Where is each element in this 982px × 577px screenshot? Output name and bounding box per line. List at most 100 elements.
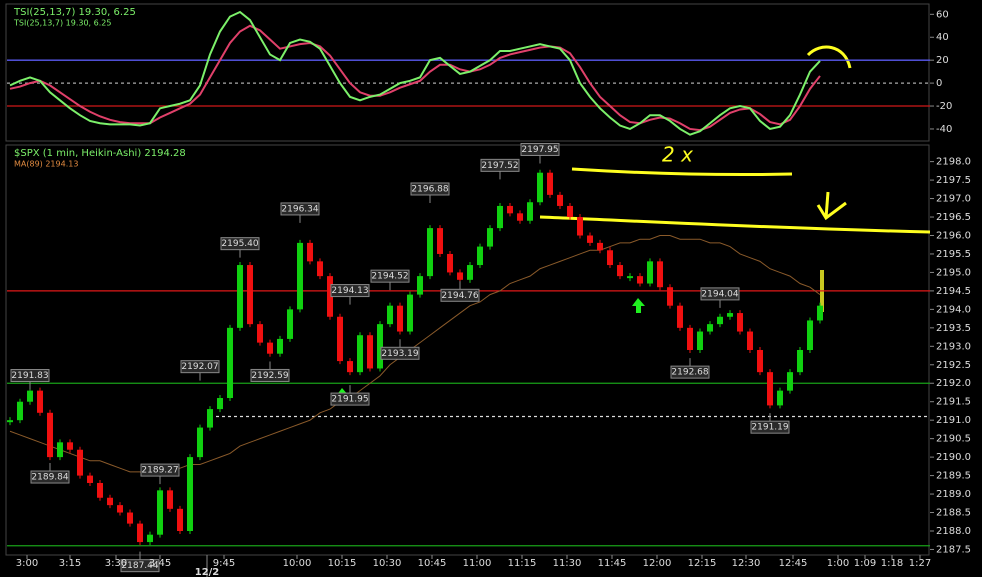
annotation-label: 2191.83 [11,371,48,381]
x-tick-label: 3:15 [59,558,81,569]
candle [557,194,563,206]
annotation-box [140,463,180,477]
y-tick-label: -40 [936,124,952,135]
y-tick-label: 2196.5 [936,212,971,223]
annotation-box [220,237,260,251]
candle [567,205,573,218]
annotation-box [330,392,370,406]
candle [277,338,283,354]
y-tick-label: 40 [936,32,949,43]
legend-entry: MA(89) 2194.13 [14,160,78,169]
x-tick-label: 10:15 [328,558,357,569]
candle [757,350,763,373]
candle [577,217,583,236]
candle [617,265,623,277]
y-tick-label: 2191.0 [936,415,971,426]
x-tick-label: 11:45 [598,558,627,569]
candle [777,390,783,406]
candle [117,505,123,513]
candle [637,276,643,284]
drawn-line [571,167,793,177]
candle [357,335,363,373]
legend-entry: TSI(25,13,7) 19.30, 6.25 [13,7,136,18]
candle [497,205,503,229]
candle [347,361,353,373]
y-tick-label: 2198.0 [936,157,971,168]
y-tick-label: 2194.5 [936,286,971,297]
annotation-label: 2193.19 [381,349,418,359]
tsi-line [9,24,821,132]
annotation-label: 2191.95 [331,395,368,405]
candle [797,350,803,373]
candle [717,316,723,325]
date-label: 12/2 [195,567,220,577]
y-tick-label: 2189.0 [936,489,971,500]
x-tick-label: 3:30 [105,558,127,569]
candle [127,512,133,524]
legend-entry: $SPX (1 min, Heikin-Ashi) 2194.28 [14,148,186,159]
candle [367,335,373,369]
candle [427,228,433,277]
candle [597,242,603,251]
candle [507,205,513,214]
candle [187,457,193,531]
x-tick-label: 12:30 [732,558,761,569]
annotation-box [30,470,70,484]
candle [197,427,203,458]
x-tick-label: 10:45 [418,558,447,569]
x-tick-label: 12:15 [688,558,717,569]
candle [257,324,263,343]
annotation-label: 2194.76 [441,291,478,301]
y-tick-label: 2197.0 [936,194,971,205]
candle [287,309,293,339]
candle [17,401,23,421]
candle [157,490,163,535]
candle [447,253,453,273]
y-tick-label: 2190.5 [936,434,971,445]
candle [607,250,613,266]
annotation-label: 2192.07 [181,362,218,372]
annotation-label: 2189.84 [31,473,68,483]
candle [387,305,393,325]
annotation-label: 2187.44 [121,561,158,571]
candle [407,294,413,332]
y-tick-label: 2187.5 [936,544,971,555]
drawn-note: 2 x [662,143,693,167]
annotation-box [380,346,420,360]
candle [667,287,673,306]
drawn-line [539,215,931,234]
y-tick-label: 2194.0 [936,304,971,315]
candle [787,372,793,391]
candle [687,327,693,350]
price-panel [5,144,930,556]
candle [377,324,383,369]
candle [807,320,813,350]
candle [817,305,823,321]
candle [27,390,33,402]
y-tick-label: 2192.5 [936,360,971,371]
candle [297,242,303,310]
candle [697,331,703,350]
x-tick-label: 10:00 [283,558,312,569]
annotation-label: 2194.13 [331,286,368,296]
drawn-arrow [816,191,847,221]
annotation-label: 2194.52 [371,272,408,282]
annotation-box [440,288,480,302]
annotation-box [750,420,790,434]
candle [417,276,423,295]
y-tick-label: 2193.5 [936,323,971,334]
y-tick-label: 60 [936,9,949,20]
y-tick-label: 2193.0 [936,341,971,352]
candle [137,523,143,543]
annotation-label: 2192.68 [671,368,708,378]
candle [167,490,173,509]
annotation-box [520,142,560,156]
x-tick-label: 1:27 [909,558,931,569]
candle [437,228,443,254]
candle [397,305,403,332]
annotation-label: 2196.34 [281,204,318,214]
candle [657,261,663,288]
x-tick-label: 1:09 [854,558,876,569]
